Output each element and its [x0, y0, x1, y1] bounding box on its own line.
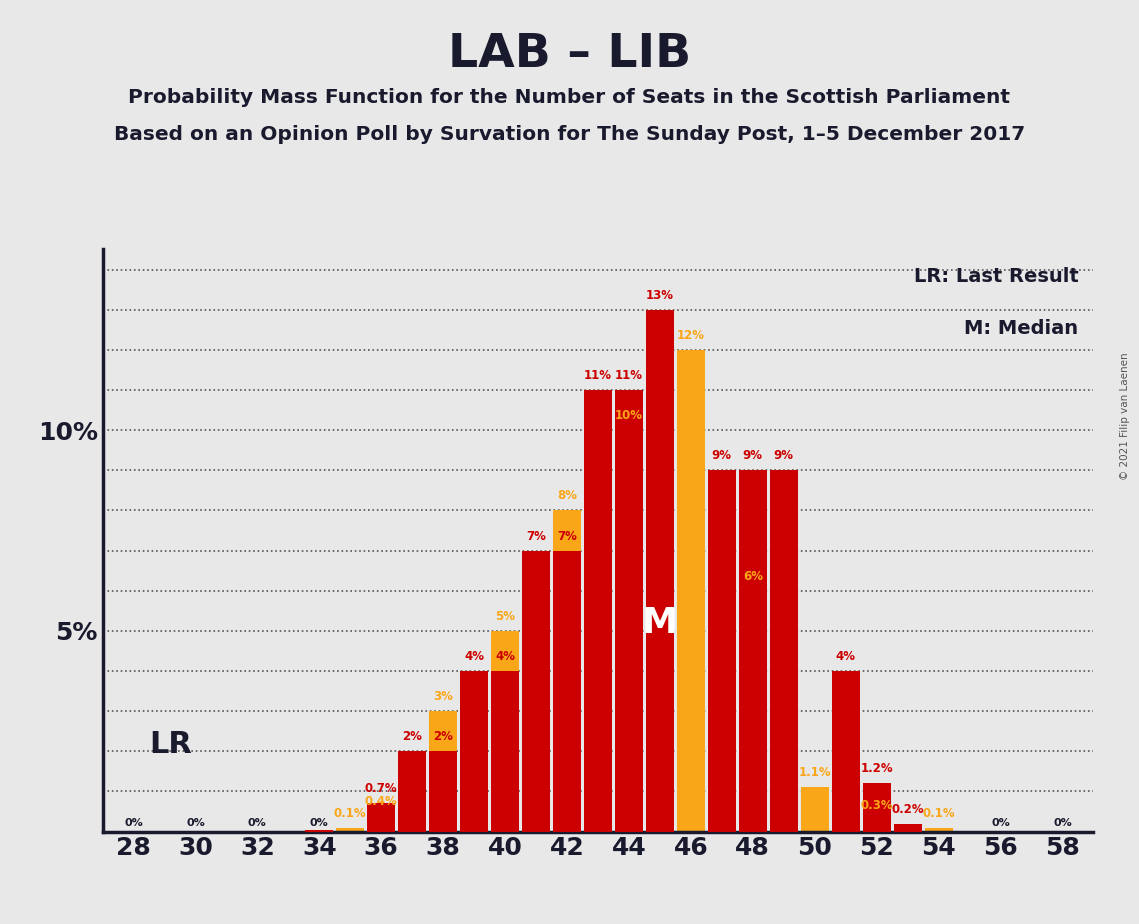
Bar	[708, 470, 736, 832]
Bar	[770, 470, 797, 832]
Text: 9%: 9%	[773, 449, 794, 462]
Text: 2%: 2%	[402, 730, 423, 743]
Bar	[925, 828, 952, 832]
Bar	[646, 310, 674, 832]
Text: 4%: 4%	[495, 650, 515, 663]
Bar	[554, 510, 581, 832]
Text: 0%: 0%	[124, 819, 142, 829]
Text: 0.7%: 0.7%	[364, 783, 398, 796]
Text: M: Median: M: Median	[965, 320, 1079, 338]
Bar	[677, 350, 705, 832]
Text: 4%: 4%	[464, 650, 484, 663]
Text: 0.4%: 0.4%	[364, 795, 398, 808]
Bar	[305, 830, 334, 832]
Text: 3%: 3%	[433, 690, 453, 703]
Text: 11%: 11%	[615, 369, 642, 382]
Bar	[862, 820, 891, 832]
Text: 6%: 6%	[743, 570, 763, 583]
Bar	[862, 784, 891, 832]
Text: 0.3%: 0.3%	[860, 798, 893, 811]
Text: 1.2%: 1.2%	[860, 762, 893, 775]
Text: 7%: 7%	[526, 529, 546, 542]
Text: 4%: 4%	[836, 650, 855, 663]
Bar	[522, 551, 550, 832]
Text: 1.1%: 1.1%	[798, 766, 831, 780]
Bar	[367, 804, 395, 832]
Bar	[831, 671, 860, 832]
Bar	[367, 816, 395, 832]
Text: 13%: 13%	[646, 288, 674, 301]
Text: 0%: 0%	[186, 819, 205, 829]
Text: M: M	[642, 606, 678, 639]
Bar	[554, 551, 581, 832]
Text: 0.2%: 0.2%	[892, 803, 924, 816]
Text: 2%: 2%	[433, 730, 453, 743]
Bar	[739, 590, 767, 832]
Bar	[429, 751, 457, 832]
Bar	[615, 431, 642, 832]
Bar	[894, 823, 921, 832]
Bar	[491, 631, 519, 832]
Text: 5%: 5%	[495, 610, 515, 623]
Text: 0%: 0%	[1054, 819, 1072, 829]
Text: LR: Last Result: LR: Last Result	[913, 267, 1079, 286]
Bar	[336, 828, 364, 832]
Text: 0.1%: 0.1%	[923, 807, 954, 820]
Text: LR: LR	[149, 730, 191, 760]
Bar	[429, 711, 457, 832]
Text: 12%: 12%	[677, 329, 705, 342]
Bar	[460, 671, 487, 832]
Bar	[739, 470, 767, 832]
Text: © 2021 Filip van Laenen: © 2021 Filip van Laenen	[1121, 352, 1130, 480]
Text: 11%: 11%	[584, 369, 612, 382]
Bar	[491, 671, 519, 832]
Text: 0%: 0%	[310, 819, 329, 829]
Text: 8%: 8%	[557, 490, 577, 503]
Text: 9%: 9%	[712, 449, 732, 462]
Text: Based on an Opinion Poll by Survation for The Sunday Post, 1–5 December 2017: Based on an Opinion Poll by Survation fo…	[114, 125, 1025, 144]
Bar	[615, 390, 642, 832]
Text: Probability Mass Function for the Number of Seats in the Scottish Parliament: Probability Mass Function for the Number…	[129, 88, 1010, 107]
Text: 9%: 9%	[743, 449, 763, 462]
Bar	[584, 390, 612, 832]
Text: 7%: 7%	[557, 529, 577, 542]
Text: 0%: 0%	[248, 819, 267, 829]
Text: 10%: 10%	[615, 409, 642, 422]
Text: 0%: 0%	[991, 819, 1010, 829]
Text: 0.1%: 0.1%	[334, 807, 367, 820]
Bar	[801, 787, 829, 832]
Text: LAB – LIB: LAB – LIB	[448, 32, 691, 78]
Bar	[399, 751, 426, 832]
